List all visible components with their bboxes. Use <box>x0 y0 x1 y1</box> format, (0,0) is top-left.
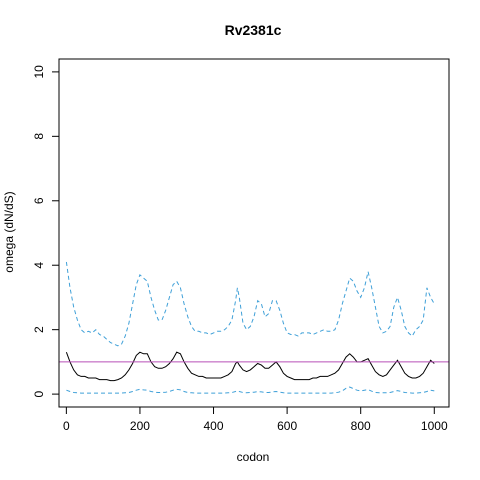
x-tick-label: 200 <box>130 419 150 433</box>
x-tick-label: 1000 <box>421 419 448 433</box>
y-axis-label: omega (dN/dS) <box>2 191 16 272</box>
x-axis-label: codon <box>237 450 270 464</box>
y-tick-label: 10 <box>32 65 46 79</box>
y-tick-label: 6 <box>32 197 46 204</box>
series-line-2 <box>65 351 435 382</box>
x-tick-label: 800 <box>351 419 371 433</box>
y-axis: 0 2 4 6 8 10 <box>32 65 60 397</box>
chart-title: Rv2381c <box>225 22 282 38</box>
y-tick-label: 2 <box>32 326 46 333</box>
x-tick-label: 600 <box>277 419 297 433</box>
y-tick-label: 0 <box>32 390 46 397</box>
x-axis: 0 200 400 600 800 1000 <box>63 406 448 433</box>
plot-area <box>58 58 450 408</box>
series-line-3 <box>66 386 435 394</box>
y-tick-label: 8 <box>32 133 46 140</box>
series-line-1 <box>65 261 435 347</box>
plot-frame <box>58 58 450 408</box>
x-tick-label: 0 <box>63 419 70 433</box>
y-tick-label: 4 <box>32 262 46 269</box>
x-tick-label: 400 <box>204 419 224 433</box>
